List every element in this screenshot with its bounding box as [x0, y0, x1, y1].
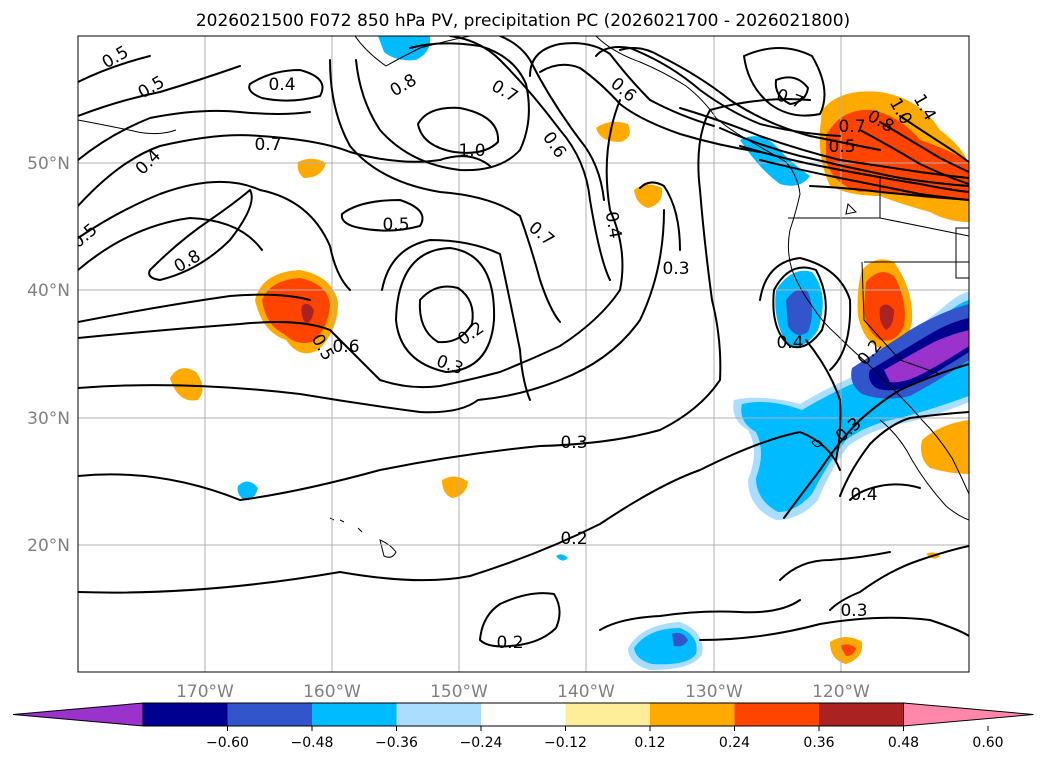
contour-label: 0.6 [332, 337, 359, 357]
lon-tick-label: 140°W [557, 682, 615, 702]
lat-tick-label: 20°N [27, 536, 70, 556]
lon-tick-label: 130°W [685, 682, 743, 702]
lon-tick-label: 150°W [430, 682, 488, 702]
pv-contours [78, 36, 969, 648]
latitude-tick-labels: 50°N 40°N 30°N 20°N [27, 154, 70, 556]
lon-tick-label: 170°W [176, 682, 234, 702]
precip-area-positive [170, 368, 203, 401]
contour-label: 1.0 [458, 141, 485, 161]
contour-label: 0.4 [268, 75, 295, 95]
colorbar-segment [734, 703, 819, 726]
precip-area-positive [297, 158, 326, 178]
precip-area-positive [301, 303, 314, 324]
precip-area-negative [884, 330, 969, 383]
contour-label: 0.3 [662, 259, 689, 279]
colorbar-ticks: −0.60 −0.48 −0.36 −0.24 −0.12 0.12 0.24 0.36 0.4… [206, 726, 1004, 751]
precip-area-positive [879, 304, 894, 330]
precip-area-negative [556, 554, 568, 561]
lon-tick-label: 120°W [812, 682, 870, 702]
colorbar-segment [650, 703, 735, 726]
colorbar-tick-label: 0.60 [972, 735, 1003, 751]
contour-label: 0.3 [840, 601, 867, 621]
precip-area-negative [740, 136, 810, 186]
colorbar-segment [312, 703, 397, 726]
colorbar-tick-label: −0.24 [460, 735, 503, 751]
colorbar-tick-label: 0.48 [888, 735, 919, 751]
colorbar-segment [143, 703, 228, 726]
precip-area-positive [442, 476, 468, 498]
contour-label: 0.5 [828, 137, 855, 157]
precip-area-positive [840, 644, 856, 656]
contour-label: 0.4 [776, 333, 803, 353]
contour-label: 0.7 [838, 117, 865, 137]
contour-label: 0.7 [254, 135, 281, 155]
colorbar-extension-min [12, 702, 144, 727]
colorbar-tick-label: 0.12 [634, 735, 665, 751]
colorbar-tick-label: −0.48 [291, 735, 334, 751]
colorbar: −0.60 −0.48 −0.36 −0.24 −0.12 0.12 0.24 0.36 0.4… [12, 702, 1034, 751]
colorbar-tick-label: 0.36 [803, 735, 834, 751]
colorbar-segments [12, 702, 1034, 727]
precip-area-negative [237, 481, 258, 501]
precip-area-positive [634, 184, 663, 208]
lat-tick-label: 40°N [27, 281, 70, 301]
colorbar-segment [565, 703, 650, 726]
figure-title: 2026021500 F072 850 hPa PV, precipitatio… [196, 11, 850, 31]
map-frame [77, 35, 970, 673]
precip-area-negative [378, 36, 431, 61]
colorbar-tick-label: 0.24 [719, 735, 750, 751]
longitude-tick-labels: 170°W 160°W 150°W 140°W 130°W 120°W [176, 682, 870, 702]
colorbar-segment [819, 703, 904, 726]
colorbar-extension-max [903, 702, 1034, 727]
lat-tick-label: 30°N [27, 409, 70, 429]
lon-tick-label: 160°W [303, 682, 361, 702]
contour-label: 0.4 [850, 485, 877, 505]
colorbar-segment [481, 703, 566, 726]
colorbar-frame [142, 702, 904, 727]
precip-area-positive [596, 121, 630, 142]
lat-tick-label: 50°N [27, 154, 70, 174]
precip-area-negative [672, 632, 688, 647]
colorbar-tick-label: −0.36 [375, 735, 418, 751]
contour-label: 0.2 [560, 529, 587, 549]
precip-area-negative [786, 289, 812, 335]
colorbar-segment [396, 703, 481, 726]
contour-label: 0.3 [560, 433, 587, 453]
precip-area-positive [826, 109, 969, 200]
contour-label: 0.2 [496, 633, 523, 653]
colorbar-tick-label: −0.12 [544, 735, 587, 751]
colorbar-segment [227, 703, 312, 726]
contour-label: 0.4 [601, 210, 625, 240]
contour-label: 0.5 [382, 215, 409, 235]
colorbar-tick-label: −0.60 [206, 735, 249, 751]
map-area: 0.5 0.5 0.4 0.4 0.8 0.7 0.7 1.0 0.6 0.6 … [77, 35, 970, 673]
coastlines [78, 36, 969, 558]
